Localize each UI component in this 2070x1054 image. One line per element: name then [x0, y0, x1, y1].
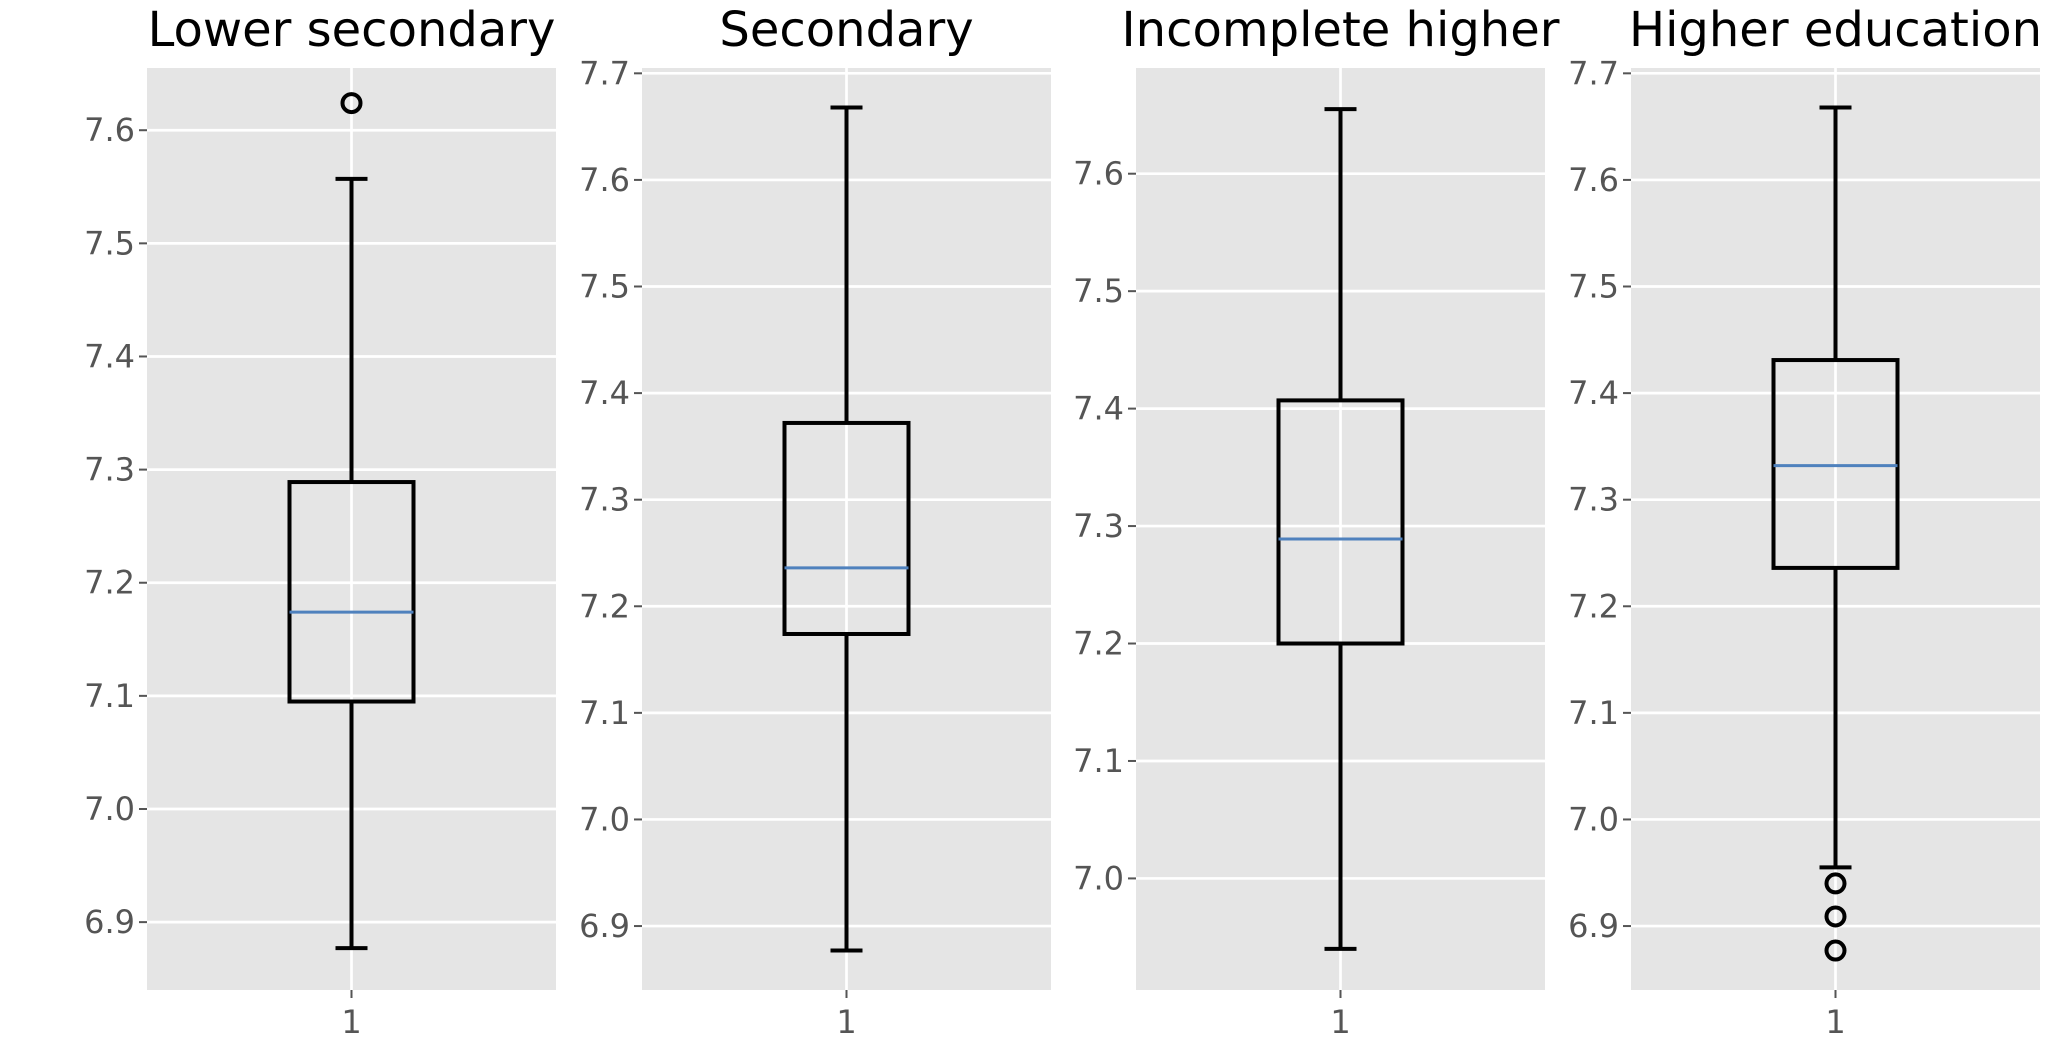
subplot-4: 6.9 7.0 7.1 7.2 7.3 7.4 7.5 7.6 7.7 1 Higher educa…: [1568, 2, 2042, 1041]
y-tick-label: 7.3: [84, 451, 135, 489]
y-tick-label: 7.5: [84, 224, 135, 262]
x-tick-label: 1: [1825, 1003, 1845, 1041]
y-tick-label: 7.1: [1568, 694, 1619, 732]
subplot-title: Higher education: [1629, 2, 2042, 58]
y-tick-label: 7.4: [579, 374, 630, 412]
y-tick-label: 6.9: [84, 903, 135, 941]
outlier-point: [1824, 939, 1847, 962]
y-tick-label: 7.6: [1568, 161, 1619, 199]
y-tick-label: 7.2: [1568, 587, 1619, 625]
subplot-2: 6.9 7.0 7.1 7.2 7.3 7.4 7.5 7.6 7.7 1 Secondary: [579, 2, 1051, 1041]
x-tick-label: 1: [836, 1003, 856, 1041]
subplot-3: 7.0 7.1 7.2 7.3 7.4 7.5 7.6 1 Incomplete higher: [1073, 2, 1560, 1041]
y-tick-label: 7.2: [84, 564, 135, 602]
y-tick-label: 6.9: [579, 907, 630, 945]
y-tick-label: 7.4: [1073, 390, 1124, 428]
y-tick-label: 7.3: [1073, 507, 1124, 545]
y-tick-label: 7.0: [1073, 859, 1124, 897]
iqr-box: [1276, 398, 1405, 646]
y-tick-label: 7.5: [579, 268, 630, 306]
outlier-point: [1824, 872, 1847, 895]
y-tick-label: 7.0: [579, 800, 630, 838]
y-tick-label: 7.1: [1073, 742, 1124, 780]
y-tick-label: 7.6: [579, 161, 630, 199]
subplot-title: Lower secondary: [148, 2, 556, 58]
y-tick-label: 7.2: [579, 587, 630, 625]
subplot-title: Secondary: [719, 2, 973, 58]
outlier-point: [340, 92, 363, 115]
y-tick-label: 7.7: [579, 54, 630, 92]
y-tick-label: 7.2: [1073, 625, 1124, 663]
iqr-box: [1771, 358, 1900, 570]
y-tick-label: 6.9: [1568, 907, 1619, 945]
y-tick-label: 7.4: [84, 337, 135, 375]
subplot-1: 6.9 7.0 7.1 7.2 7.3 7.4 7.5 7.6 1 Lower secondary: [84, 2, 556, 1041]
iqr-box: [782, 420, 911, 636]
y-tick-label: 7.6: [1073, 155, 1124, 193]
iqr-box: [287, 480, 416, 704]
y-tick-label: 7.3: [1568, 481, 1619, 519]
y-tick-label: 7.1: [84, 677, 135, 715]
outlier-point: [1824, 905, 1847, 928]
x-tick-label: 1: [341, 1003, 361, 1041]
y-tick-label: 7.7: [1568, 54, 1619, 92]
y-tick-label: 7.3: [579, 481, 630, 519]
y-tick-label: 7.5: [1568, 268, 1619, 306]
y-tick-label: 7.6: [84, 111, 135, 149]
y-tick-label: 7.0: [84, 790, 135, 828]
y-tick-label: 7.5: [1073, 272, 1124, 310]
y-tick-label: 7.0: [1568, 800, 1619, 838]
y-tick-label: 7.4: [1568, 374, 1619, 412]
subplot-title: Incomplete higher: [1122, 2, 1560, 58]
y-tick-label: 7.1: [579, 694, 630, 732]
x-tick-label: 1: [1330, 1003, 1350, 1041]
